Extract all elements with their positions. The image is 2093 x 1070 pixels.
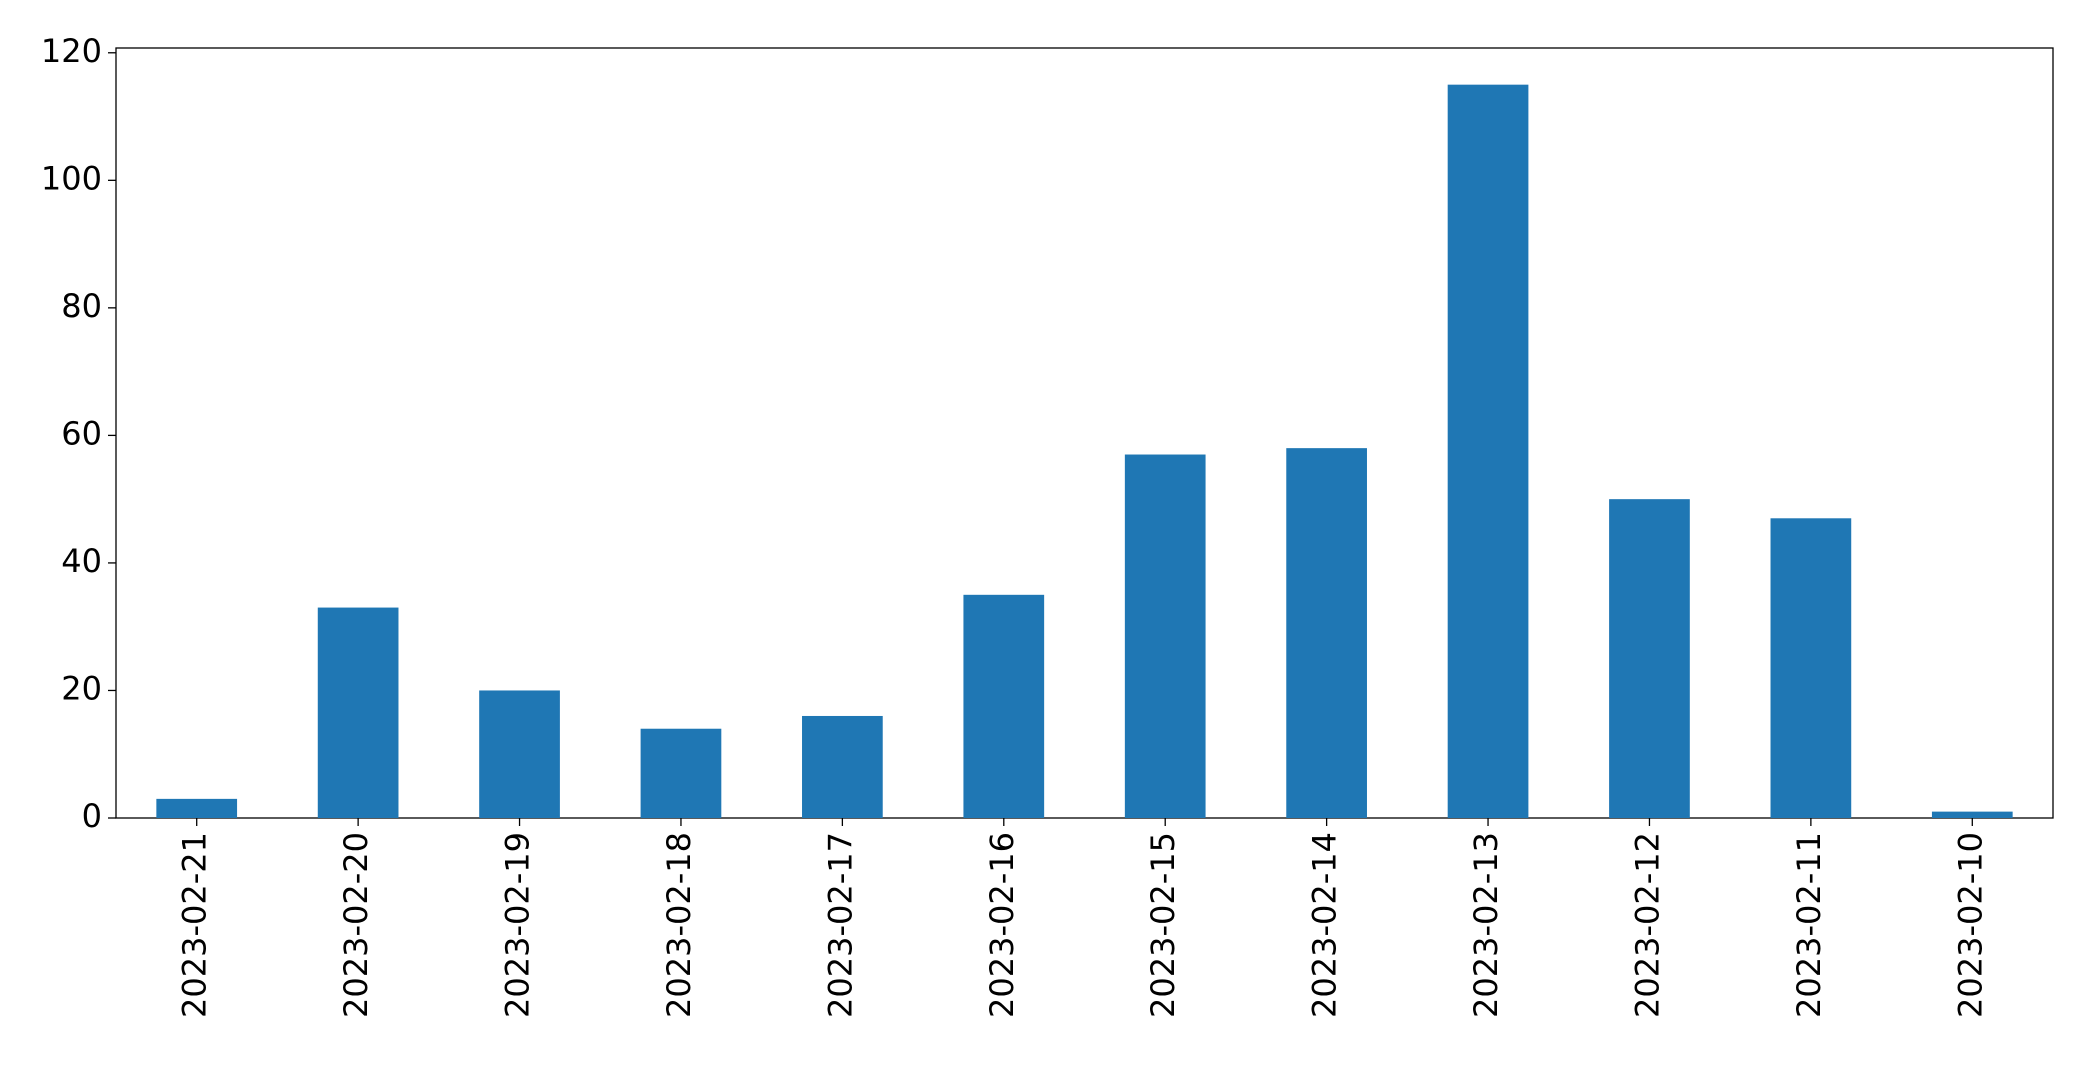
bar: [802, 715, 883, 818]
bar: [1609, 499, 1690, 818]
x-tick-label: 2023-02-16: [983, 832, 1021, 1018]
y-tick-label: 20: [61, 669, 102, 707]
bar: [479, 690, 560, 818]
x-tick-label: 2023-02-18: [660, 832, 698, 1018]
x-tick-label: 2023-02-15: [1144, 832, 1182, 1018]
y-tick-label: 80: [61, 287, 102, 325]
x-tick-label: 2023-02-14: [1306, 832, 1344, 1018]
bar: [156, 798, 238, 818]
x-tick-label: 2023-02-10: [1951, 832, 1989, 1018]
bar: [1286, 448, 1367, 818]
bar: [317, 607, 399, 818]
bar: [1124, 454, 1206, 818]
x-tick-label: 2023-02-17: [821, 832, 859, 1018]
x-tick-label: 2023-02-21: [176, 832, 214, 1018]
x-tick-label: 2023-02-19: [499, 832, 537, 1018]
bar: [1447, 84, 1529, 818]
x-tick-label: 2023-02-13: [1467, 832, 1505, 1018]
y-tick-label: 40: [61, 542, 102, 580]
x-tick-label: 2023-02-20: [337, 832, 375, 1018]
y-tick-label: 60: [61, 414, 102, 452]
bar: [1931, 811, 2013, 818]
bar: [1770, 518, 1852, 818]
bar: [640, 728, 722, 818]
y-tick-label: 120: [41, 32, 102, 70]
plot-frame: [115, 47, 2054, 819]
x-tick-label: 2023-02-11: [1790, 832, 1828, 1018]
x-tick-label: 2023-02-12: [1628, 832, 1666, 1018]
y-tick-label: 100: [41, 159, 102, 197]
bar: [963, 594, 1045, 818]
y-tick-label: 0: [82, 797, 102, 835]
